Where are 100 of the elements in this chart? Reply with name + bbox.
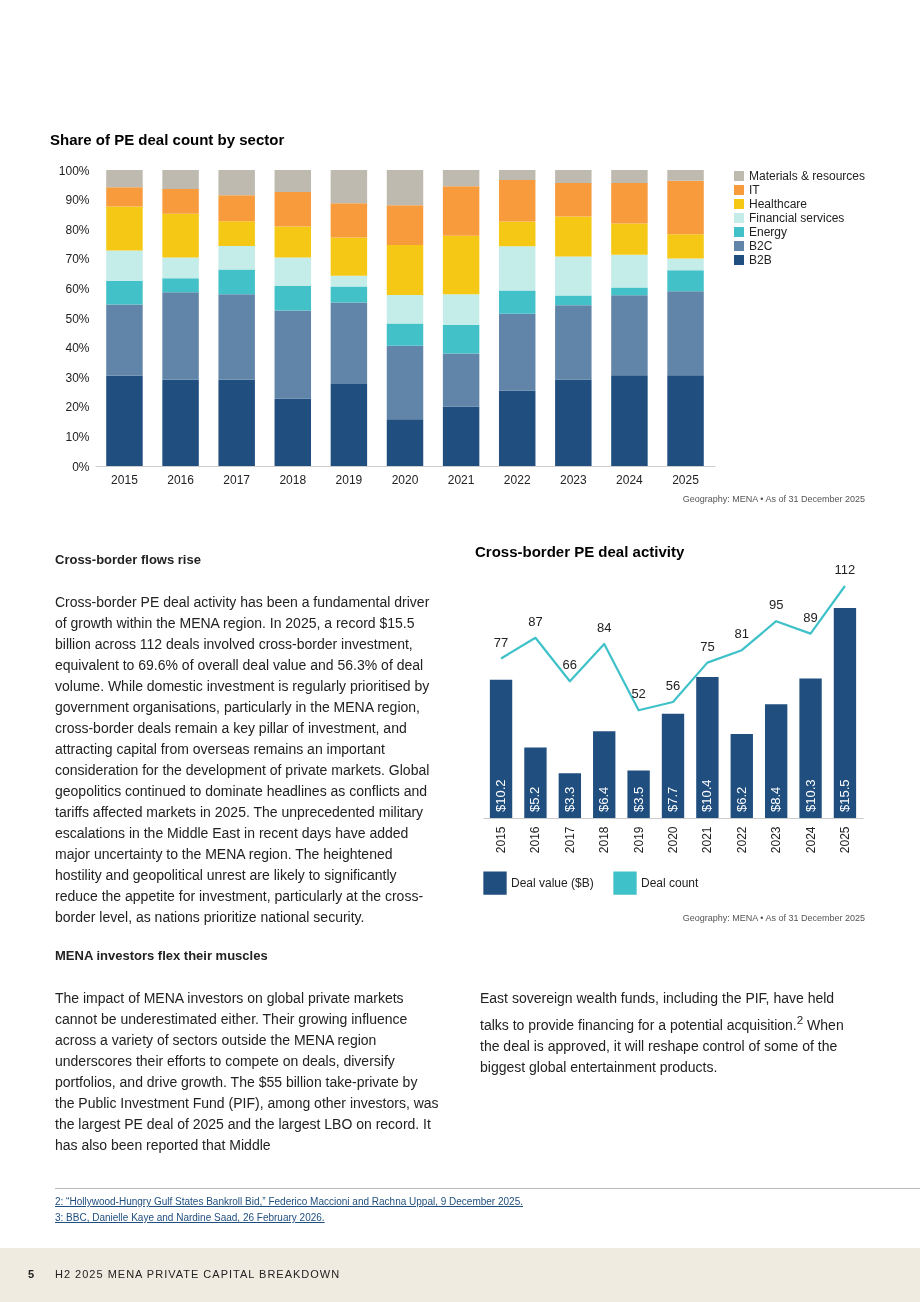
x-tick-label: 2016 xyxy=(528,826,543,854)
chart-title: Share of PE deal count by sector xyxy=(50,131,285,148)
data-label: $10.4 xyxy=(699,779,715,812)
bar xyxy=(611,375,648,466)
data-label: $6.2 xyxy=(733,786,749,812)
bar xyxy=(611,223,648,255)
data-label: 66 xyxy=(562,657,578,673)
bar xyxy=(218,221,255,247)
legend-label: Materials & resources xyxy=(749,169,866,183)
legend-label: Healthcare xyxy=(749,197,808,211)
data-label: $10.2 xyxy=(493,779,509,812)
data-label: 75 xyxy=(700,638,715,654)
bar xyxy=(218,379,255,466)
text: MENA investors flex their muscles xyxy=(55,948,269,963)
text: Geography: MENA • As of 31 December 2025 xyxy=(681,913,865,923)
data-label: $3.5 xyxy=(630,786,646,812)
bar xyxy=(162,257,199,279)
bar xyxy=(489,679,513,818)
text: East sovereign wealth funds, including the PIF, have held talks to provide financing for a potential acquisition.$^{2}$ When the deal is approved, it will reshape control of some of the biggest global entertainment products. xyxy=(480,989,845,1077)
text: Cross-border PE deal activity has been a fundamental driver of growth within the MENA region. In 2025, a record $15.5 billion across 112 deals involved cross-border investment, equivalent to 69.6% of overall deal value and 56.3% of deal volume. While domestic investment is regularly prioritised by government organisations, particularly in the MENA region, cross-border deals remain a key pillar of investment, and attracting capital from overseas remains an important consideration for the development of private markets. Global geopolitics continued to dominate headlines as conflicts and tariffs affected markets in 2025. The unprecedented military escalations in the Middle East in recent days have added major uncertainty to the MENA region. The heightened hostility and geopolitical unrest are likely to significantly reduce the appetite for investment, particularly at the cross-border level, as nations prioritize national security. xyxy=(55,594,430,925)
x-tick-label: 2017 xyxy=(562,826,577,854)
bar xyxy=(386,170,424,206)
bar xyxy=(330,275,368,287)
legend-label: B2B xyxy=(749,253,772,267)
bar xyxy=(106,304,143,376)
bar xyxy=(611,170,648,184)
bar xyxy=(498,246,536,291)
x-tick-label: 2015 xyxy=(111,472,139,487)
bar xyxy=(667,291,704,376)
bar xyxy=(611,254,648,288)
bar xyxy=(274,257,312,286)
text: 2: “Hollywood-Hungry Gulf States Bankroll Bid,” Federico Maccioni and Rachna Uppal, 9 December 2025. xyxy=(55,1195,524,1209)
bar xyxy=(730,734,753,818)
bar xyxy=(274,310,312,399)
bar xyxy=(274,285,312,311)
bar xyxy=(667,258,704,271)
bar xyxy=(661,713,685,818)
bar xyxy=(593,731,616,818)
legend-label: Deal value ($B) xyxy=(511,876,594,891)
bar xyxy=(162,278,199,293)
bar xyxy=(442,235,480,295)
bar xyxy=(386,205,424,245)
bar xyxy=(498,290,536,314)
x-tick-label: 2020 xyxy=(391,472,419,487)
legend-label: IT xyxy=(749,183,761,197)
bar xyxy=(833,608,857,818)
x-tick-label: 2023 xyxy=(769,826,784,854)
y-tick-label: 60% xyxy=(65,281,90,296)
data-label: 87 xyxy=(528,613,543,629)
legend-label: Financial services xyxy=(749,211,845,225)
bar xyxy=(218,269,255,295)
x-tick-label: 2018 xyxy=(279,472,307,487)
data-label: $10.3 xyxy=(802,779,818,812)
data-label: $15.5 xyxy=(836,779,852,812)
bar xyxy=(498,180,536,222)
x-tick-label: 2024 xyxy=(616,472,644,487)
x-tick-label: 2018 xyxy=(597,826,612,854)
bar xyxy=(162,292,199,380)
bar xyxy=(162,213,199,258)
chart-title: Cross-border PE deal activity xyxy=(475,543,685,560)
y-tick-label: 30% xyxy=(65,370,90,385)
data-label: $6.4 xyxy=(596,786,612,812)
x-tick-label: 2019 xyxy=(631,826,646,854)
bar xyxy=(218,170,255,196)
bar xyxy=(330,286,368,303)
data-label: 56 xyxy=(665,678,681,693)
bar xyxy=(274,170,312,192)
bar xyxy=(106,375,143,466)
bar xyxy=(555,305,592,380)
data-label: 52 xyxy=(631,686,646,702)
bar xyxy=(764,704,788,818)
x-tick-label: 2025 xyxy=(837,826,852,854)
legend-label: Energy xyxy=(749,225,788,239)
bar xyxy=(667,170,704,181)
bar xyxy=(524,747,547,818)
bar xyxy=(162,379,199,466)
bar xyxy=(218,246,255,270)
x-tick-label: 2025 xyxy=(672,472,700,487)
bar xyxy=(555,256,592,296)
bar xyxy=(106,206,143,251)
bar xyxy=(330,237,368,276)
text: Cross-border flows rise xyxy=(55,552,202,567)
y-tick-label: 20% xyxy=(65,400,90,415)
bar xyxy=(386,323,424,346)
bar xyxy=(442,294,480,325)
x-tick-label: 2016 xyxy=(167,472,195,487)
data-label: 112 xyxy=(834,562,856,577)
bar xyxy=(442,324,480,354)
bar xyxy=(386,244,424,295)
bar xyxy=(442,170,480,187)
text: H2 2025 MENA PRIVATE CAPITAL BREAKDOWN xyxy=(55,1268,342,1280)
bar xyxy=(555,379,592,466)
bar xyxy=(330,302,368,385)
y-tick-label: 70% xyxy=(65,252,90,267)
data-label: $8.4 xyxy=(768,786,784,812)
text: Geography: MENA • As of 31 December 2025 xyxy=(681,494,865,504)
data-label: 89 xyxy=(803,609,818,625)
bar xyxy=(106,187,143,207)
bar xyxy=(218,294,255,380)
bar xyxy=(386,345,424,420)
